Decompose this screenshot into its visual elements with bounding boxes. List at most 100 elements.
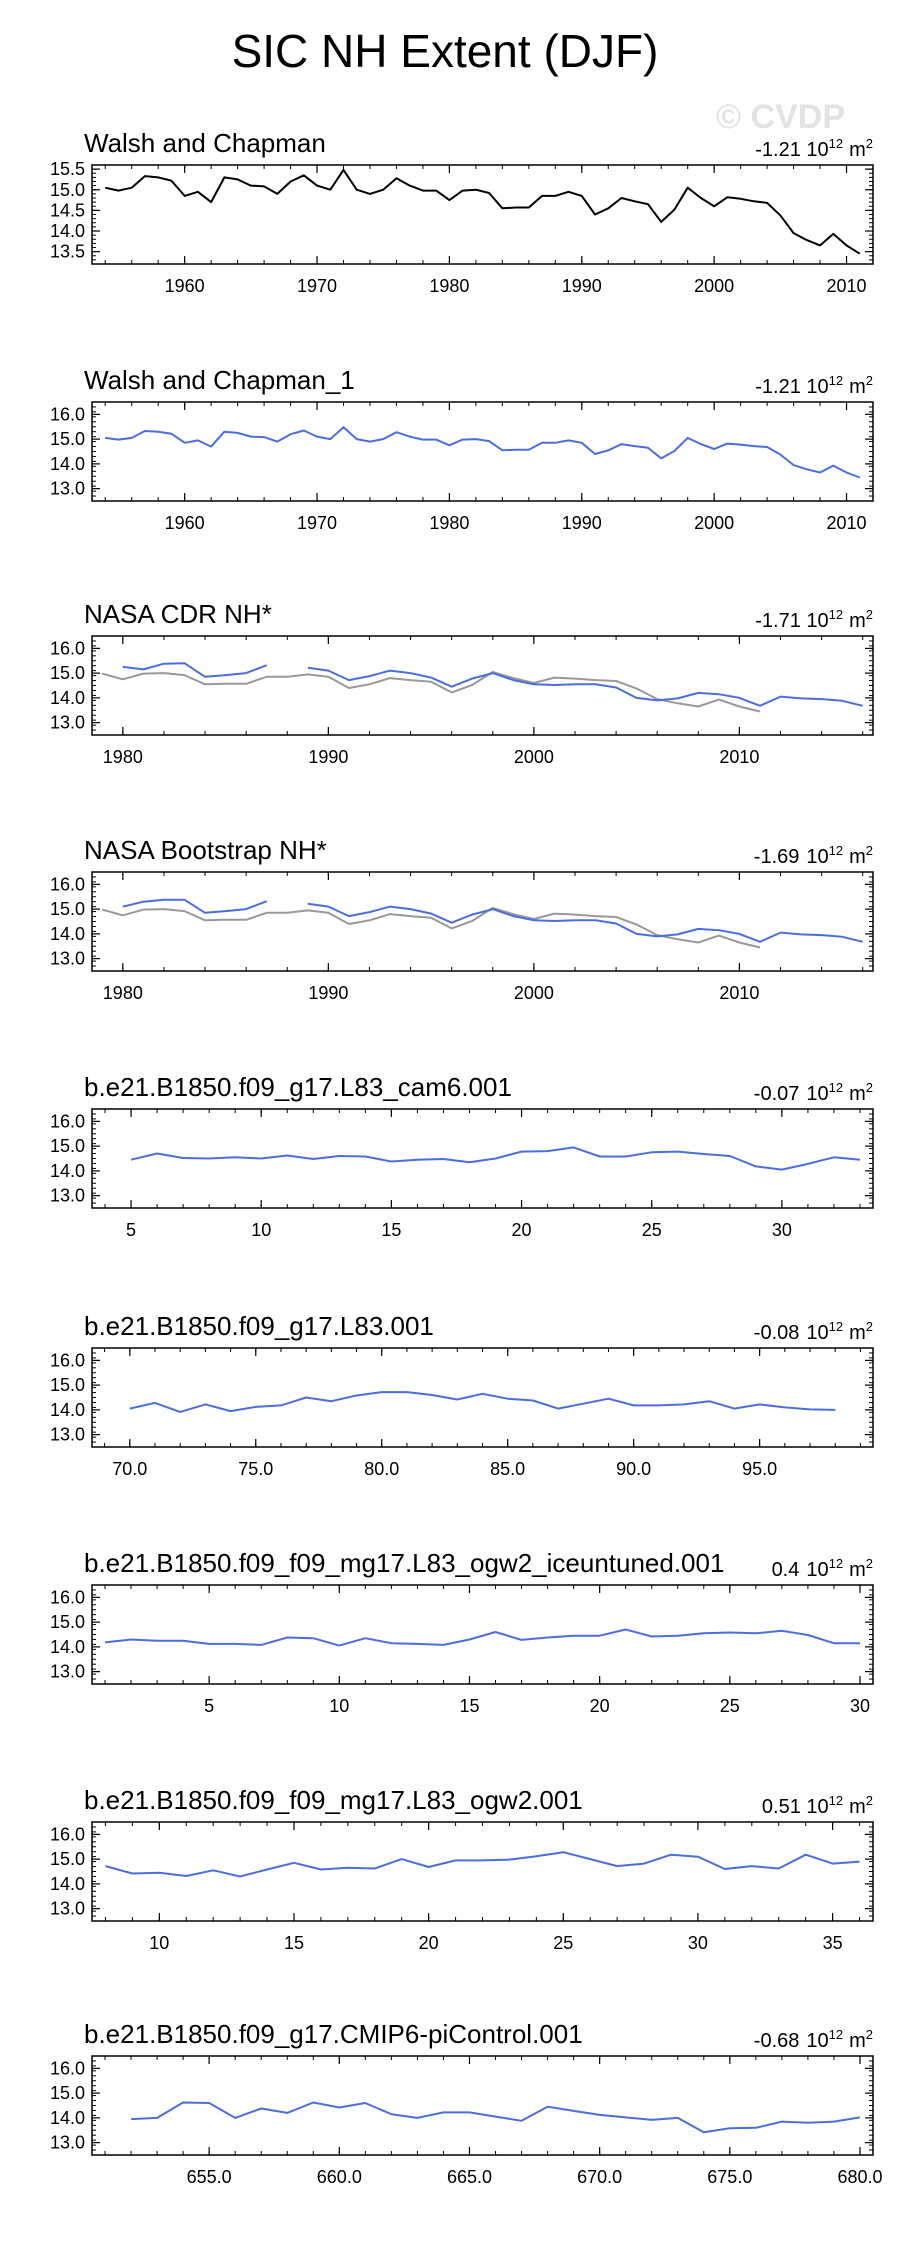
plot-frame: [91, 2055, 874, 2156]
trend-value: -0.68: [754, 2030, 800, 2052]
trend-label: -1.21 1012 m2: [755, 136, 873, 161]
trend-unit-exponent: 2: [866, 1793, 873, 1808]
plot-frame: [91, 164, 874, 265]
trend-exponent: 12: [829, 1793, 843, 1808]
x-tick-label: 10: [251, 1220, 271, 1240]
y-tick-label: 13.0: [50, 713, 85, 733]
trend-exponent: 12: [829, 607, 843, 622]
x-tick-label: 1970: [297, 513, 337, 533]
series-line: [129, 1391, 836, 1413]
y-tick-label: 15.0: [50, 899, 85, 919]
trend-unit-exponent: 2: [866, 1080, 873, 1095]
x-tick-label: 5: [126, 1220, 136, 1240]
x-tick-label: 25: [642, 1220, 662, 1240]
trend-value: -1.21: [755, 376, 800, 398]
series-line: [130, 1146, 861, 1171]
series-line: [131, 2101, 861, 2134]
x-tick-label: 10: [329, 1696, 349, 1716]
trend-unit-exponent: 2: [866, 1556, 873, 1571]
y-tick-label: 15.0: [50, 180, 85, 200]
series-line: [102, 906, 761, 949]
chart-panel: Walsh and Chapman -1.21 1012 m2 13.514.014.5…: [50, 128, 874, 296]
y-tick-label: 14.0: [50, 1637, 85, 1657]
panel-title: NASA CDR NH*: [84, 599, 272, 629]
trend-label: -0.08 1012 m2: [754, 1319, 873, 1344]
panel-title: NASA Bootstrap NH*: [84, 835, 327, 865]
x-tick-label: 1970: [297, 276, 337, 296]
plot-frame: [91, 1347, 874, 1448]
trend-value: -0.08: [754, 1322, 800, 1344]
y-tick-label: 15.0: [50, 429, 85, 449]
series-line: [104, 168, 861, 255]
trend-exponent: 12: [829, 1556, 843, 1571]
trend-unit: m: [849, 1322, 866, 1344]
x-tick-label: 2010: [719, 983, 759, 1003]
chart-panel: b.e21.B1850.f09_g17.L83_cam6.001 -0.07 101…: [50, 1072, 874, 1240]
trend-unit-exponent: 2: [866, 136, 873, 151]
x-tick-label: 2000: [514, 747, 554, 767]
trend-value: -1.71: [755, 610, 800, 632]
y-tick-label: 13.0: [50, 1662, 85, 1682]
trend-exponent: 12: [829, 843, 843, 858]
chart-panel: b.e21.B1850.f09_f09_mg17.L83_ogw2_iceunt…: [50, 1548, 874, 1716]
x-tick-label: 2010: [719, 747, 759, 767]
trend-label: -1.71 1012 m2: [755, 607, 873, 632]
trend-exponent: 12: [829, 1080, 843, 1095]
trend-label: 0.4 1012 m2: [772, 1556, 873, 1581]
trend-base: 10: [806, 610, 828, 632]
y-tick-label: 14.0: [50, 1874, 85, 1894]
panel-title: b.e21.B1850.f09_g17.L83.001: [84, 1311, 434, 1341]
chart-panel: b.e21.B1850.f09_g17.CMIP6-piControl.001 -…: [50, 2019, 883, 2187]
x-tick-label: 2000: [694, 276, 734, 296]
x-tick-label: 10: [149, 1933, 169, 1953]
trend-unit: m: [849, 139, 866, 161]
series-line: [122, 898, 268, 914]
x-tick-label: 1980: [429, 513, 469, 533]
x-tick-label: 1990: [308, 983, 348, 1003]
plot-frame: [91, 871, 874, 972]
y-tick-label: 15.0: [50, 2083, 85, 2103]
trend-label: -0.07 1012 m2: [754, 1080, 873, 1105]
x-tick-label: 1980: [429, 276, 469, 296]
trend-unit-exponent: 2: [866, 607, 873, 622]
x-tick-label: 75.0: [238, 1459, 273, 1479]
x-tick-label: 85.0: [490, 1459, 525, 1479]
trend-exponent: 12: [829, 1319, 843, 1334]
trend-base: 10: [806, 1083, 828, 1105]
y-tick-label: 16.0: [50, 874, 85, 894]
trend-value: -1.69: [754, 846, 800, 868]
y-tick-label: 13.0: [50, 1425, 85, 1445]
x-tick-label: 680.0: [837, 2167, 882, 2187]
x-tick-label: 30: [772, 1220, 792, 1240]
y-tick-label: 15.5: [50, 159, 85, 179]
trend-value: -0.07: [754, 1083, 800, 1105]
trend-unit: m: [849, 2030, 866, 2052]
y-tick-label: 15.0: [50, 1136, 85, 1156]
series-line: [122, 662, 268, 678]
trend-value: 0.4: [772, 1559, 800, 1581]
trend-value: -1.21: [755, 139, 800, 161]
chart-panel: b.e21.B1850.f09_f09_mg17.L83_ogw2.001 0.5…: [50, 1785, 874, 1953]
trend-label: -1.69 1012 m2: [754, 843, 873, 868]
y-tick-label: 14.5: [50, 200, 85, 220]
x-tick-label: 2000: [694, 513, 734, 533]
x-tick-label: 675.0: [707, 2167, 752, 2187]
x-tick-label: 15: [459, 1696, 479, 1716]
panel-title: b.e21.B1850.f09_f09_mg17.L83_ogw2.001: [84, 1785, 583, 1815]
trend-base: 10: [806, 1796, 828, 1818]
trend-label: 0.51 1012 m2: [762, 1793, 873, 1818]
trend-unit: m: [849, 1559, 866, 1581]
y-tick-label: 16.0: [50, 404, 85, 424]
panel-title: b.e21.B1850.f09_g17.L83_cam6.001: [84, 1072, 512, 1102]
trend-label: -0.68 1012 m2: [754, 2027, 873, 2052]
chart-panel: b.e21.B1850.f09_g17.L83.001 -0.08 1012 m2 13…: [50, 1311, 874, 1479]
series-line: [105, 426, 861, 479]
x-tick-label: 1980: [103, 983, 143, 1003]
series-line: [105, 1851, 860, 1878]
x-tick-label: 2010: [827, 513, 867, 533]
x-tick-label: 30: [688, 1933, 708, 1953]
x-tick-label: 95.0: [742, 1459, 777, 1479]
x-tick-label: 70.0: [112, 1459, 147, 1479]
trend-base: 10: [806, 1559, 828, 1581]
